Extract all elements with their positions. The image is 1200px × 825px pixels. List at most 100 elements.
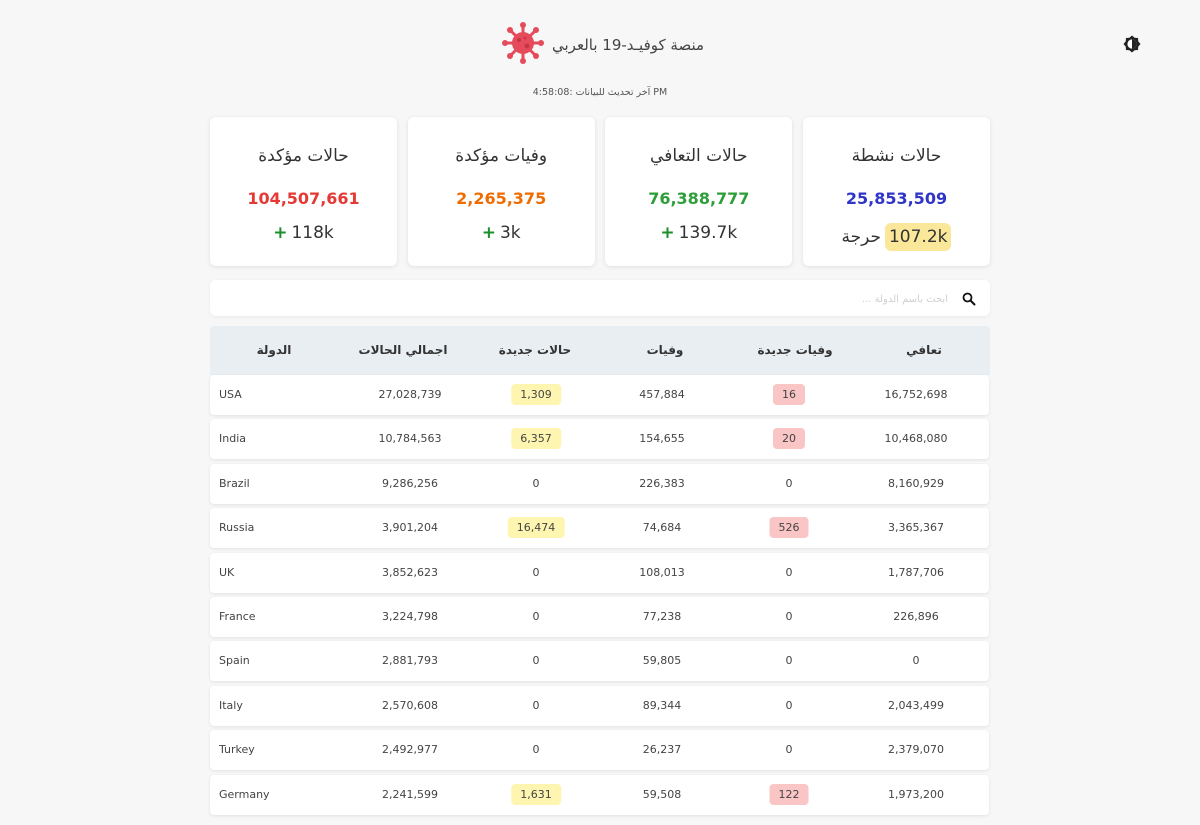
search-input[interactable] (346, 280, 950, 318)
recovered-value: 1,973,200 (888, 787, 944, 801)
card-recovered-value: 76,388,777 (648, 189, 750, 208)
delta-value: 118k (291, 223, 334, 243)
table-row[interactable]: Russia 3,901,204 16,474 74,684 526 3,365,367 (210, 508, 989, 549)
delta-value: 3k (499, 223, 521, 243)
cell-recovered: 1,787,706 (888, 553, 944, 593)
card-recovered-delta: + 139.7k (605, 223, 792, 243)
app-title: منصة كوفيـد-19 بالعربي (552, 36, 705, 54)
cell-new-deaths: 0 (786, 641, 793, 681)
cell-deaths: 74,684 (643, 508, 682, 548)
cell-deaths: 457,884 (639, 375, 685, 415)
country-value: USA (219, 388, 242, 401)
cell-country: Russia (219, 508, 254, 548)
table-row[interactable]: USA 27,028,739 1,309 457,884 16 16,752,698 (210, 375, 989, 415)
card-confirmed-delta: + 118k (210, 223, 397, 243)
card-confirmed: حالات مؤكدة 104,507,661 + 118k (210, 117, 397, 266)
total-value: 9,286,256 (382, 476, 438, 490)
table-row[interactable]: Spain 2,881,793 0 59,805 0 0 (210, 641, 989, 682)
cell-recovered: 0 (913, 641, 920, 681)
cell-total: 2,241,599 (382, 775, 438, 815)
header-recovered[interactable]: تعافي (906, 343, 942, 357)
card-active-critical: حرجة 107.2k (803, 223, 990, 251)
table-row[interactable]: Italy 2,570,608 0 89,344 0 2,043,499 (210, 685, 989, 726)
new-cases-value: 0 (532, 698, 540, 712)
theme-toggle-button[interactable] (1121, 35, 1143, 57)
total-value: 2,881,793 (382, 654, 438, 668)
header-new-deaths[interactable]: وفيات جديدة (757, 343, 833, 357)
header-deaths[interactable]: وفيات (646, 343, 684, 357)
recovered-value: 3,365,367 (888, 521, 944, 535)
critical-badge: 107.2k (884, 223, 952, 251)
country-value: India (219, 432, 246, 446)
card-deaths-value: 2,265,375 (456, 189, 547, 208)
country-value: Spain (219, 654, 250, 668)
cell-new-deaths: 0 (786, 553, 793, 593)
total-value: 2,241,599 (382, 787, 438, 801)
cell-new-deaths: 0 (786, 597, 793, 637)
recovered-value: 226,896 (893, 610, 939, 623)
new-deaths-value: 0 (785, 565, 793, 579)
total-value: 27,028,739 (378, 388, 442, 401)
cell-country: Brazil (219, 464, 250, 504)
new-cases-value: 16,474 (507, 517, 565, 539)
total-value: 3,901,204 (382, 521, 438, 535)
critical-label: حرجة (841, 227, 881, 247)
cell-deaths: 108,013 (639, 553, 685, 593)
cell-recovered: 16,752,698 (885, 375, 948, 415)
cell-new-cases: 0 (533, 686, 540, 726)
new-deaths-value: 0 (785, 743, 793, 757)
search-icon[interactable] (962, 291, 976, 306)
table-row[interactable]: Brazil 9,286,256 0 226,383 0 8,160,929 (210, 463, 989, 504)
card-deaths: وفيات مؤكدة 2,265,375 + 3k (407, 117, 595, 266)
cell-new-cases: 0 (533, 730, 540, 770)
new-deaths-value: 0 (785, 654, 793, 668)
cell-recovered: 226,896 (893, 597, 939, 637)
total-value: 2,570,608 (382, 698, 438, 712)
card-confirmed-value: 104,507,661 (247, 189, 360, 208)
country-value: France (219, 610, 256, 623)
recovered-value: 2,043,499 (888, 698, 944, 712)
header-country[interactable]: الدولة (256, 343, 292, 357)
deaths-value: 59,508 (642, 787, 682, 801)
new-deaths-value: 0 (785, 476, 793, 490)
cell-total: 3,852,623 (382, 553, 438, 593)
recovered-value: 16,752,698 (884, 388, 948, 401)
cell-new-cases: 1,631 (511, 775, 561, 815)
cell-total: 2,492,977 (382, 730, 438, 770)
card-recovered: حالات التعافي 76,388,777 + 139.7k (605, 117, 793, 266)
table-row[interactable]: France 3,224,798 0 77,238 0 226,896 (210, 597, 989, 637)
cell-recovered: 8,160,929 (888, 464, 944, 504)
brand[interactable]: منصة كوفيـد-19 بالعربي (502, 22, 705, 68)
deaths-value: 108,013 (639, 565, 685, 579)
table-row[interactable]: India 10,784,563 6,357 154,655 20 10,468,080 (210, 419, 989, 460)
deaths-value: 457,884 (639, 388, 685, 401)
app-header: منصة كوفيـد-19 بالعربي آخر تحديث للبيانا… (0, 0, 1200, 110)
country-value: UK (219, 565, 235, 579)
cell-new-deaths: 16 (773, 375, 805, 415)
cell-total: 27,028,739 (379, 375, 442, 415)
cell-new-cases: 16,474 (507, 508, 565, 548)
new-cases-value: 1,631 (511, 783, 561, 805)
virus-icon (502, 22, 544, 68)
cell-deaths: 154,655 (639, 419, 685, 459)
cell-new-cases: 0 (533, 597, 540, 637)
table-row[interactable]: Germany 2,241,599 1,631 59,508 122 1,973,200 (210, 774, 989, 815)
cell-total: 3,224,798 (382, 597, 438, 637)
total-value: 10,784,563 (378, 432, 442, 446)
header-new-cases[interactable]: حالات جديدة (498, 343, 572, 357)
card-confirmed-title: حالات مؤكدة (258, 146, 349, 166)
recovered-value: 10,468,080 (884, 432, 948, 446)
delta-value: 139.7k (678, 223, 738, 243)
country-value: Russia (219, 521, 255, 535)
cell-deaths: 59,805 (643, 641, 682, 681)
cell-new-cases: 0 (533, 641, 540, 681)
cell-new-deaths: 122 (769, 775, 809, 815)
cell-deaths: 226,383 (639, 464, 685, 504)
table-row[interactable]: Turkey 2,492,977 0 26,237 0 2,379,070 (210, 730, 989, 771)
cell-new-cases: 0 (533, 464, 540, 504)
table-row[interactable]: UK 3,852,623 0 108,013 0 1,787,706 (210, 552, 989, 593)
deaths-value: 89,344 (642, 698, 682, 712)
header-total[interactable]: اجمالي الحالات (358, 343, 448, 357)
cell-new-deaths: 20 (773, 419, 805, 459)
cell-new-deaths: 0 (786, 730, 793, 770)
